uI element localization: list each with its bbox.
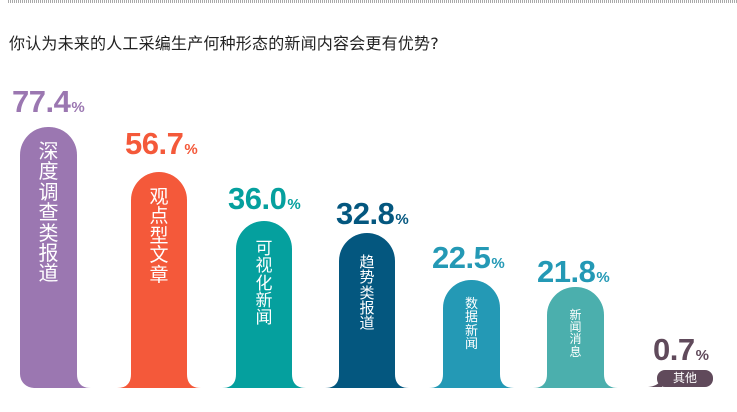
percent-sign: % [491,255,505,272]
bar-flare-right-4 [500,374,514,388]
bar-4: 数据新闻 [443,280,500,388]
value-number: 56.7 [125,126,184,161]
bar-flare-right-1 [187,374,201,388]
value-label-1: 56.7% [125,126,198,161]
bar-label-3: 趋势类报道 [359,253,375,333]
value-label-4: 22.5% [432,240,505,275]
value-number: 0.7 [653,332,695,367]
value-label-5: 21.8% [537,254,610,289]
bar-flare-right-3 [395,374,409,388]
value-number: 32.8 [336,196,395,231]
value-label-3: 32.8% [336,196,409,231]
percent-sign: % [287,196,301,213]
bar-flare-left-3 [325,374,339,388]
chart-title: 你认为未来的人工采编生产何种形态的新闻内容会更有优势? [9,34,439,53]
bar-flare-right-2 [292,374,306,388]
value-label-2: 36.0% [228,181,301,216]
bar-label-5: 新闻消息 [569,308,582,359]
value-number: 22.5 [432,240,491,275]
value-number: 36.0 [228,181,287,216]
percent-sign: % [184,141,198,158]
bar-flare-right-5 [604,374,618,388]
bar-label-4: 数据新闻 [464,297,478,352]
bar-label-2: 可视化新闻 [255,239,273,329]
bar-label-0: 深度调查类报道 [38,139,59,286]
bar-3: 趋势类报道 [339,233,395,388]
bar-flare-left-5 [533,374,547,388]
percent-sign: % [395,211,409,228]
value-number: 21.8 [537,254,596,289]
bar-label-1: 观点型文章 [149,186,169,286]
percent-sign: % [71,99,85,116]
top-dotted-rule [8,0,737,3]
bar-label-6: 其他 [672,371,697,385]
bar-5: 新闻消息 [547,287,604,388]
bar-2: 可视化新闻 [236,221,292,388]
bar-0: 深度调查类报道 [20,127,77,388]
bar-flare-left-4 [429,374,443,388]
bar-1: 观点型文章 [131,172,187,388]
bar-flare-left-2 [222,374,236,388]
bar-flare-left-1 [117,374,131,388]
bar-6: 其他 [657,370,713,387]
value-number: 77.4 [12,84,71,119]
value-label-0: 77.4% [12,84,85,119]
bar-flare-right-0 [77,374,91,388]
percent-sign: % [596,269,610,286]
percent-sign: % [695,347,709,364]
value-label-6: 0.7% [653,332,709,367]
